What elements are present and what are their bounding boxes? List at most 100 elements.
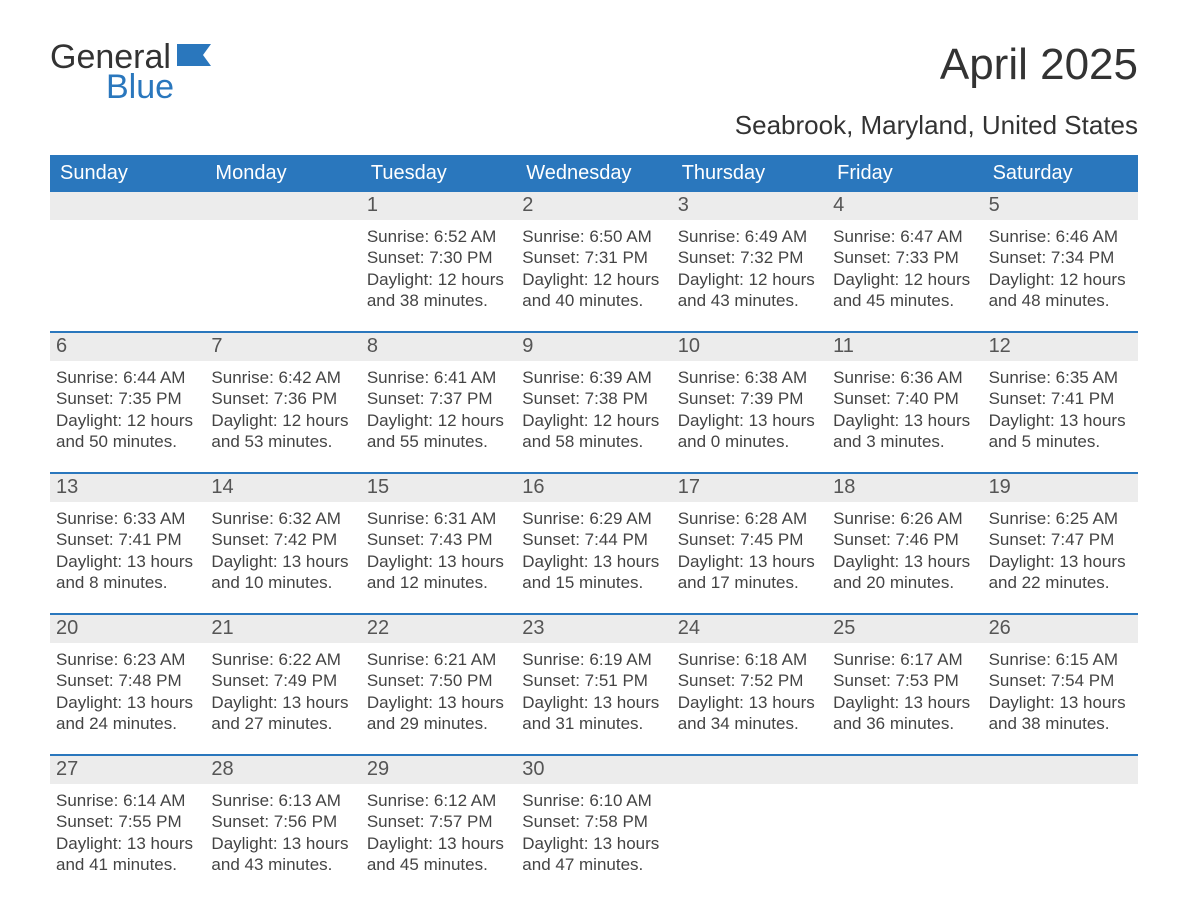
daylight-text: Daylight: 13 hours and 31 minutes. [522, 692, 665, 735]
day-details: Sunrise: 6:23 AMSunset: 7:48 PMDaylight:… [56, 649, 199, 734]
sunset-text: Sunset: 7:58 PM [522, 811, 665, 832]
daylight-text: Daylight: 13 hours and 29 minutes. [367, 692, 510, 735]
day-details: Sunrise: 6:18 AMSunset: 7:52 PMDaylight:… [678, 649, 821, 734]
day-number [50, 192, 205, 220]
day-details: Sunrise: 6:44 AMSunset: 7:35 PMDaylight:… [56, 367, 199, 452]
day-number: 24 [672, 615, 827, 643]
daylight-text: Daylight: 12 hours and 48 minutes. [989, 269, 1132, 312]
dow-header: Saturday [983, 155, 1138, 192]
daylight-text: Daylight: 13 hours and 10 minutes. [211, 551, 354, 594]
day-details: Sunrise: 6:33 AMSunset: 7:41 PMDaylight:… [56, 508, 199, 593]
sunset-text: Sunset: 7:41 PM [989, 388, 1132, 409]
day-number: 3 [672, 192, 827, 220]
daylight-text: Daylight: 13 hours and 3 minutes. [833, 410, 976, 453]
calendar-cell: 19Sunrise: 6:25 AMSunset: 7:47 PMDayligh… [983, 472, 1138, 613]
day-details: Sunrise: 6:49 AMSunset: 7:32 PMDaylight:… [678, 226, 821, 311]
day-number: 17 [672, 474, 827, 502]
sunrise-text: Sunrise: 6:33 AM [56, 508, 199, 529]
day-number: 21 [205, 615, 360, 643]
calendar-cell: 30Sunrise: 6:10 AMSunset: 7:58 PMDayligh… [516, 754, 671, 895]
day-details: Sunrise: 6:41 AMSunset: 7:37 PMDaylight:… [367, 367, 510, 452]
day-number: 9 [516, 333, 671, 361]
sunset-text: Sunset: 7:55 PM [56, 811, 199, 832]
dow-header: Sunday [50, 155, 205, 192]
sunset-text: Sunset: 7:47 PM [989, 529, 1132, 550]
sunset-text: Sunset: 7:31 PM [522, 247, 665, 268]
sunrise-text: Sunrise: 6:38 AM [678, 367, 821, 388]
daylight-text: Daylight: 12 hours and 38 minutes. [367, 269, 510, 312]
sunrise-text: Sunrise: 6:44 AM [56, 367, 199, 388]
dow-header: Tuesday [361, 155, 516, 192]
sunset-text: Sunset: 7:34 PM [989, 247, 1132, 268]
sunset-text: Sunset: 7:43 PM [367, 529, 510, 550]
day-number: 23 [516, 615, 671, 643]
day-details: Sunrise: 6:39 AMSunset: 7:38 PMDaylight:… [522, 367, 665, 452]
dow-header: Thursday [672, 155, 827, 192]
day-number: 5 [983, 192, 1138, 220]
header: General Blue April 2025 [50, 40, 1138, 104]
sunrise-text: Sunrise: 6:26 AM [833, 508, 976, 529]
day-details: Sunrise: 6:46 AMSunset: 7:34 PMDaylight:… [989, 226, 1132, 311]
day-number [205, 192, 360, 220]
sunset-text: Sunset: 7:32 PM [678, 247, 821, 268]
sunset-text: Sunset: 7:30 PM [367, 247, 510, 268]
daylight-text: Daylight: 13 hours and 43 minutes. [211, 833, 354, 876]
sunrise-text: Sunrise: 6:35 AM [989, 367, 1132, 388]
day-number: 6 [50, 333, 205, 361]
day-details: Sunrise: 6:15 AMSunset: 7:54 PMDaylight:… [989, 649, 1132, 734]
sunrise-text: Sunrise: 6:17 AM [833, 649, 976, 670]
sunset-text: Sunset: 7:46 PM [833, 529, 976, 550]
sunset-text: Sunset: 7:42 PM [211, 529, 354, 550]
sunrise-text: Sunrise: 6:46 AM [989, 226, 1132, 247]
sunrise-text: Sunrise: 6:13 AM [211, 790, 354, 811]
dow-header: Wednesday [516, 155, 671, 192]
day-details: Sunrise: 6:17 AMSunset: 7:53 PMDaylight:… [833, 649, 976, 734]
sunrise-text: Sunrise: 6:12 AM [367, 790, 510, 811]
day-number: 8 [361, 333, 516, 361]
day-details: Sunrise: 6:12 AMSunset: 7:57 PMDaylight:… [367, 790, 510, 875]
calendar-cell: 7Sunrise: 6:42 AMSunset: 7:36 PMDaylight… [205, 331, 360, 472]
sunset-text: Sunset: 7:39 PM [678, 388, 821, 409]
day-number: 2 [516, 192, 671, 220]
day-details: Sunrise: 6:31 AMSunset: 7:43 PMDaylight:… [367, 508, 510, 593]
day-number: 19 [983, 474, 1138, 502]
daylight-text: Daylight: 12 hours and 50 minutes. [56, 410, 199, 453]
calendar-cell: 26Sunrise: 6:15 AMSunset: 7:54 PMDayligh… [983, 613, 1138, 754]
daylight-text: Daylight: 13 hours and 38 minutes. [989, 692, 1132, 735]
calendar-cell [983, 754, 1138, 895]
sunset-text: Sunset: 7:36 PM [211, 388, 354, 409]
day-number: 16 [516, 474, 671, 502]
sunrise-text: Sunrise: 6:18 AM [678, 649, 821, 670]
calendar-cell: 15 Sunrise: 6:31 AMSunset: 7:43 PMDayligh… [361, 472, 516, 613]
sunset-text: Sunset: 7:40 PM [833, 388, 976, 409]
sunset-text: Sunset: 7:52 PM [678, 670, 821, 691]
calendar-cell: 23 Sunrise: 6:19 AMSunset: 7:51 PMDayligh… [516, 613, 671, 754]
sunrise-text: Sunrise: 6:21 AM [367, 649, 510, 670]
sunrise-text: Sunrise: 6:41 AM [367, 367, 510, 388]
day-number: 25 [827, 615, 982, 643]
day-details: Sunrise: 6:29 AMSunset: 7:44 PMDaylight:… [522, 508, 665, 593]
daylight-text: Daylight: 13 hours and 20 minutes. [833, 551, 976, 594]
day-number: 11 [827, 333, 982, 361]
sunset-text: Sunset: 7:54 PM [989, 670, 1132, 691]
day-details: Sunrise: 6:35 AMSunset: 7:41 PMDaylight:… [989, 367, 1132, 452]
daylight-text: Daylight: 12 hours and 53 minutes. [211, 410, 354, 453]
calendar-cell: 9 Sunrise: 6:39 AMSunset: 7:38 PMDaylight… [516, 331, 671, 472]
sunset-text: Sunset: 7:53 PM [833, 670, 976, 691]
calendar-cell: 12Sunrise: 6:35 AMSunset: 7:41 PMDayligh… [983, 331, 1138, 472]
day-number: 15 [361, 474, 516, 502]
daylight-text: Daylight: 13 hours and 36 minutes. [833, 692, 976, 735]
daylight-text: Daylight: 13 hours and 22 minutes. [989, 551, 1132, 594]
calendar-cell: 1Sunrise: 6:52 AMSunset: 7:30 PMDaylight… [361, 192, 516, 331]
calendar-cell: 2Sunrise: 6:50 AMSunset: 7:31 PMDaylight… [516, 192, 671, 331]
day-details: Sunrise: 6:10 AMSunset: 7:58 PMDaylight:… [522, 790, 665, 875]
day-number: 20 [50, 615, 205, 643]
day-number [827, 756, 982, 784]
daylight-text: Daylight: 13 hours and 8 minutes. [56, 551, 199, 594]
day-details: Sunrise: 6:19 AMSunset: 7:51 PMDaylight:… [522, 649, 665, 734]
daylight-text: Daylight: 13 hours and 34 minutes. [678, 692, 821, 735]
calendar-cell: 8 Sunrise: 6:41 AMSunset: 7:37 PMDaylight… [361, 331, 516, 472]
day-details: Sunrise: 6:26 AMSunset: 7:46 PMDaylight:… [833, 508, 976, 593]
daylight-text: Daylight: 13 hours and 5 minutes. [989, 410, 1132, 453]
sunset-text: Sunset: 7:51 PM [522, 670, 665, 691]
